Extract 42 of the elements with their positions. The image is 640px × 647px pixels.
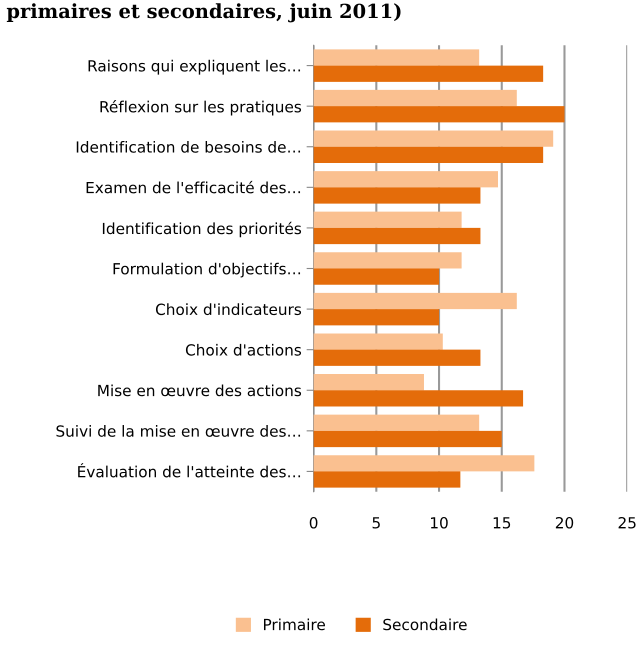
bar bbox=[314, 471, 460, 488]
x-tick-label: 5 bbox=[372, 517, 380, 529]
legend-label: Primaire bbox=[264, 618, 325, 630]
bar bbox=[314, 90, 517, 106]
bar bbox=[314, 309, 440, 326]
bar bbox=[314, 228, 480, 244]
bar bbox=[314, 212, 462, 228]
bar bbox=[314, 146, 544, 163]
y-tick-label: Identification de besoins de… bbox=[76, 140, 300, 153]
x-tick-label: 25 bbox=[618, 516, 636, 529]
x-tick-label: 15 bbox=[494, 517, 510, 529]
bar bbox=[314, 66, 544, 82]
y-tick-label: Examen de l'efficacité des… bbox=[86, 180, 300, 194]
bar bbox=[314, 414, 480, 431]
y-tick-label: Formulation d'objectifs… bbox=[114, 262, 300, 278]
bar bbox=[314, 374, 424, 390]
x-tick-label: 20 bbox=[556, 516, 574, 529]
bar bbox=[314, 171, 498, 188]
bar bbox=[314, 130, 554, 147]
bar bbox=[314, 187, 480, 204]
y-tick-label: Choix d'indicateurs bbox=[156, 303, 302, 316]
bar bbox=[314, 268, 440, 285]
legend-label: Secondaire bbox=[383, 618, 467, 630]
y-tick-label: Réflexion sur les pratiques bbox=[100, 100, 302, 116]
bar bbox=[314, 455, 534, 472]
bar bbox=[314, 430, 502, 448]
x-tick-label: 10 bbox=[431, 516, 448, 529]
bar bbox=[314, 333, 443, 350]
y-tick-label: Raisons qui expliquent les… bbox=[88, 60, 300, 75]
y-tick-label: Évaluation de l'atteinte des… bbox=[78, 463, 300, 478]
bar bbox=[314, 252, 462, 269]
bar bbox=[314, 292, 517, 310]
y-tick-label: Mise en œuvre des actions bbox=[98, 384, 302, 396]
y-tick-label: Suivi de la mise en œuvre des… bbox=[56, 425, 300, 437]
bar bbox=[314, 49, 480, 66]
y-tick-label: Choix d'actions bbox=[186, 344, 302, 356]
chart-title: primaires et secondaires, juin 2011) bbox=[6, 3, 401, 22]
bar bbox=[314, 106, 564, 122]
y-tick-label: Identification des priorités bbox=[102, 222, 302, 238]
x-tick-label: 0 bbox=[310, 516, 318, 529]
bar bbox=[314, 390, 524, 406]
bar bbox=[314, 350, 480, 366]
